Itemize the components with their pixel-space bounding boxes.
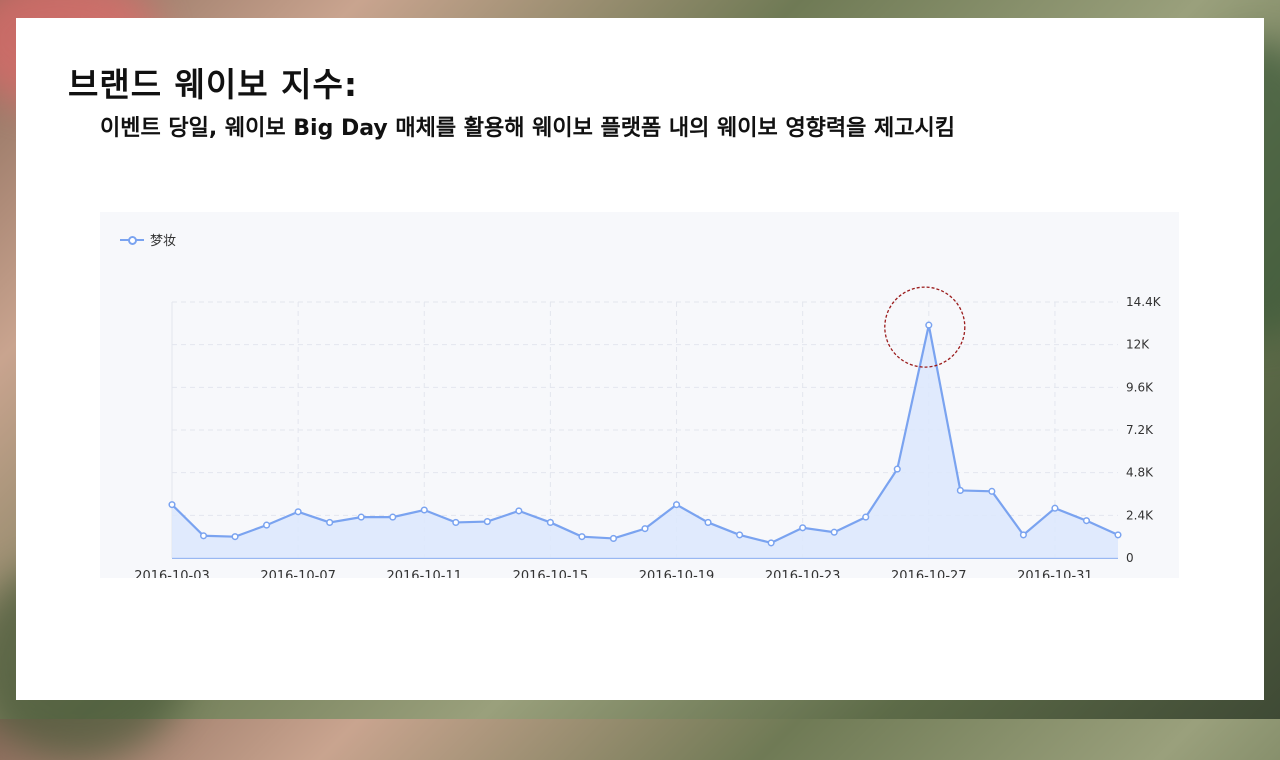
y-tick-label: 14.4K — [1126, 295, 1162, 309]
data-point — [736, 531, 744, 539]
x-tick-label: 2016-10-07 — [260, 569, 336, 578]
data-point — [515, 507, 523, 515]
legend-line-marker-icon — [120, 234, 144, 246]
data-point — [956, 486, 964, 494]
chart-legend[interactable]: 梦妆 — [120, 230, 176, 249]
data-point — [1019, 531, 1027, 539]
peak-highlight-circle — [884, 286, 966, 368]
data-point — [199, 532, 208, 540]
data-point — [452, 518, 460, 526]
data-point — [609, 534, 618, 542]
data-point — [830, 528, 838, 536]
y-tick-label: 0 — [1126, 551, 1134, 565]
data-point — [862, 513, 870, 521]
x-tick-label: 2016-10-19 — [639, 569, 715, 578]
x-tick-label: 2016-10-03 — [134, 569, 210, 578]
line-chart: 0 2.4K 4.8K 7.2K 9.6K 12K 14.4K 2016-10-03 2016-… — [134, 286, 1162, 578]
data-point — [893, 465, 901, 473]
data-point — [546, 518, 554, 526]
data-point — [357, 513, 365, 521]
data-point — [672, 501, 681, 509]
data-point — [799, 524, 807, 532]
y-tick-label: 12K — [1126, 338, 1150, 352]
data-point — [704, 518, 712, 526]
x-tick-label: 2016-10-31 — [1017, 569, 1093, 578]
data-point — [578, 533, 586, 541]
data-point — [231, 533, 239, 541]
slide-subtitle: 이벤트 당일, 웨이보 Big Day 매체를 활용해 웨이보 플랫폼 내의 웨… — [100, 116, 956, 141]
data-point — [641, 525, 649, 533]
data-point — [263, 521, 271, 529]
y-tick-label: 7.2K — [1126, 423, 1154, 437]
data-point — [1114, 531, 1122, 539]
data-point — [988, 487, 996, 495]
data-point — [420, 506, 428, 514]
data-point — [168, 501, 176, 509]
slide-card: 브랜드 웨이보 지수: 이벤트 당일, 웨이보 Big Day 매체를 활용해 … — [16, 18, 1264, 700]
data-point — [483, 518, 491, 526]
x-tick-label: 2016-10-27 — [891, 569, 967, 578]
y-tick-label: 4.8K — [1126, 466, 1154, 480]
legend-label: 梦妆 — [150, 234, 177, 249]
data-point — [294, 508, 302, 516]
data-point — [1051, 504, 1059, 512]
data-point — [925, 321, 933, 329]
data-point — [326, 518, 334, 526]
data-point — [1082, 517, 1091, 525]
data-point — [389, 513, 397, 521]
y-tick-label: 2.4K — [1126, 508, 1154, 522]
x-tick-label: 2016-10-15 — [513, 569, 589, 578]
slide-title: 브랜드 웨이보 지수: — [68, 65, 359, 104]
series-area — [172, 325, 1118, 558]
y-tick-label: 9.6K — [1126, 380, 1154, 394]
chart-panel: 梦妆 0 2.4K 4.8K 7.2K 9.6K 12K 14.4K 2016-10-03 20… — [100, 212, 1179, 578]
data-point — [767, 539, 775, 547]
x-tick-label: 2016-10-11 — [386, 569, 462, 578]
x-tick-label: 2016-10-23 — [765, 569, 841, 578]
